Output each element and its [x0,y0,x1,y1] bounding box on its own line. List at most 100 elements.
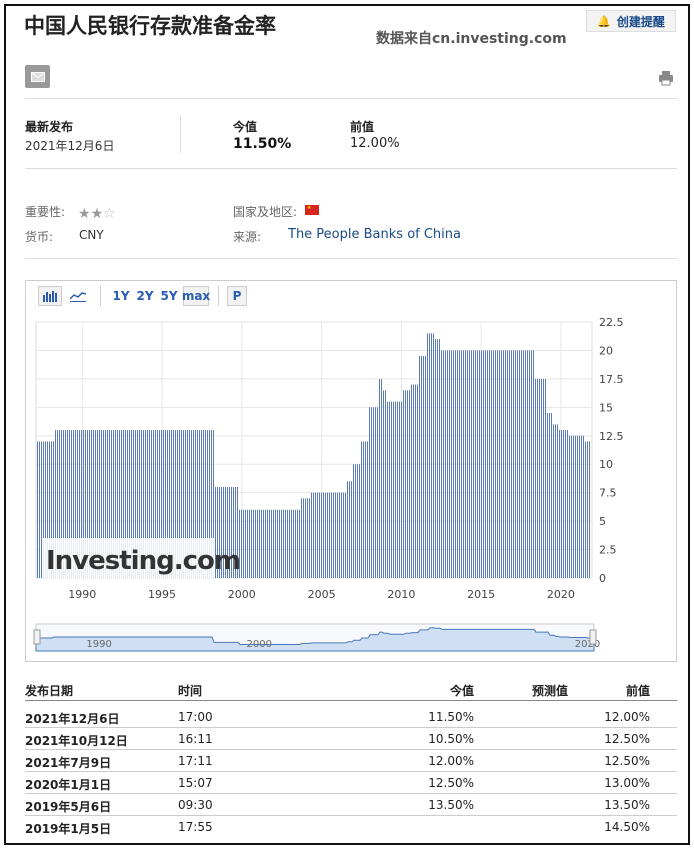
chart-bar [453,350,454,578]
chart-bar [83,430,84,578]
chart-bar [395,401,396,578]
chart-bar [515,350,516,578]
chart-bar [501,350,502,578]
chart-bar [393,401,394,578]
chart-bar [423,356,424,578]
navigator-handle[interactable] [33,629,41,645]
chart-bar [65,430,66,578]
chart-bar [575,435,576,578]
chart-bar [585,441,586,578]
chart-bar [525,350,526,578]
chart-bar [577,435,578,578]
chart-bar [59,430,60,578]
chart-bar [191,430,192,578]
chart-bar [425,356,426,578]
chart-bar [309,498,310,578]
chart-bar [51,441,52,578]
range-5y-button[interactable]: 5Y [160,289,178,303]
chart-bar [581,435,582,578]
chart-bar [527,350,528,578]
chart-bar [339,492,340,578]
source-link[interactable]: The People Banks of China [288,227,461,242]
chart-bar [475,350,476,578]
chart-bar [407,390,408,578]
x-tick-label: 1990 [68,588,96,601]
chart-bar [143,430,144,578]
cell-date: 2021年7月9日 [25,756,112,770]
chart-bar [561,430,562,578]
actual-label: 今值 [233,120,258,134]
chart-bar [417,384,418,578]
chart-bar [553,424,554,578]
chart-bar [223,486,224,578]
mail-icon [30,71,45,82]
cell-previous: 12.50% [604,732,650,746]
table-row: 2020年1月1日 15:07 12.50% 13.00% [25,772,677,794]
chart-bar [337,492,338,578]
chart-bar [479,350,480,578]
chart-bar [457,350,458,578]
chart-bar [303,498,304,578]
chart-bar [203,430,204,578]
chart-bar [37,441,38,578]
chart-bar [183,430,184,578]
chart-bar [73,430,74,578]
chart-bar [565,430,566,578]
chart-bar [331,492,332,578]
chart-bar [57,430,58,578]
chart-bar [147,430,148,578]
navigator[interactable]: 1990 2000 2020 [33,623,600,652]
bar-chart-icon [43,291,57,302]
chart-bar [119,430,120,578]
cell-time: 09:30 [178,798,213,812]
actual-value: 11.50% [233,136,292,152]
chart-bar [421,356,422,578]
chart-bar [167,430,168,578]
cell-actual: 12.00% [428,754,474,768]
range-1y-button[interactable]: 1Y [112,289,130,303]
line-chart-toggle[interactable] [66,286,90,306]
col-header-time: 时间 [178,684,203,698]
chart-bar [213,430,214,578]
previous-value: 12.00% [350,136,400,151]
star-icon: ★ [90,206,104,222]
chart-bar [541,378,542,578]
divider [180,115,181,153]
cell-actual: 13.50% [428,798,474,812]
chart-bar [151,430,152,578]
chart-bar [455,350,456,578]
chart-bar [43,441,44,578]
cell-previous: 12.00% [604,710,650,724]
latest-release-label: 最新发布 [25,120,74,134]
p-button[interactable]: P [227,286,247,306]
chart-bar [379,378,380,578]
chart-bar [301,498,302,578]
bar-chart-toggle[interactable] [38,286,62,306]
cell-actual: 10.50% [428,732,474,746]
range-2y-button[interactable]: 2Y [136,289,154,303]
chart-bar [99,430,100,578]
chart-bar [325,492,326,578]
chart-bar [225,486,226,578]
cell-time: 17:55 [178,820,213,834]
chart-bar [241,509,242,578]
chart-bar [521,350,522,578]
chart-bar [81,430,82,578]
print-icon[interactable] [658,70,674,86]
navigator-handle[interactable] [589,629,597,645]
cell-previous: 13.50% [604,798,650,812]
cell-time: 16:11 [178,732,213,746]
chart-bar [289,509,290,578]
chart-bar [211,430,212,578]
chart-bar [267,509,268,578]
x-tick-label: 2015 [467,588,495,601]
cell-actual: 11.50% [428,710,474,724]
email-share-button[interactable] [25,65,50,88]
chart-bar [495,350,496,578]
chart-bar [109,430,110,578]
range-max-button[interactable]: max [182,286,210,306]
chart-bar [139,430,140,578]
create-alert-button[interactable]: 🔔 创建提醒 [586,10,676,32]
chart-bar [375,407,376,578]
chart-bar [431,333,432,578]
